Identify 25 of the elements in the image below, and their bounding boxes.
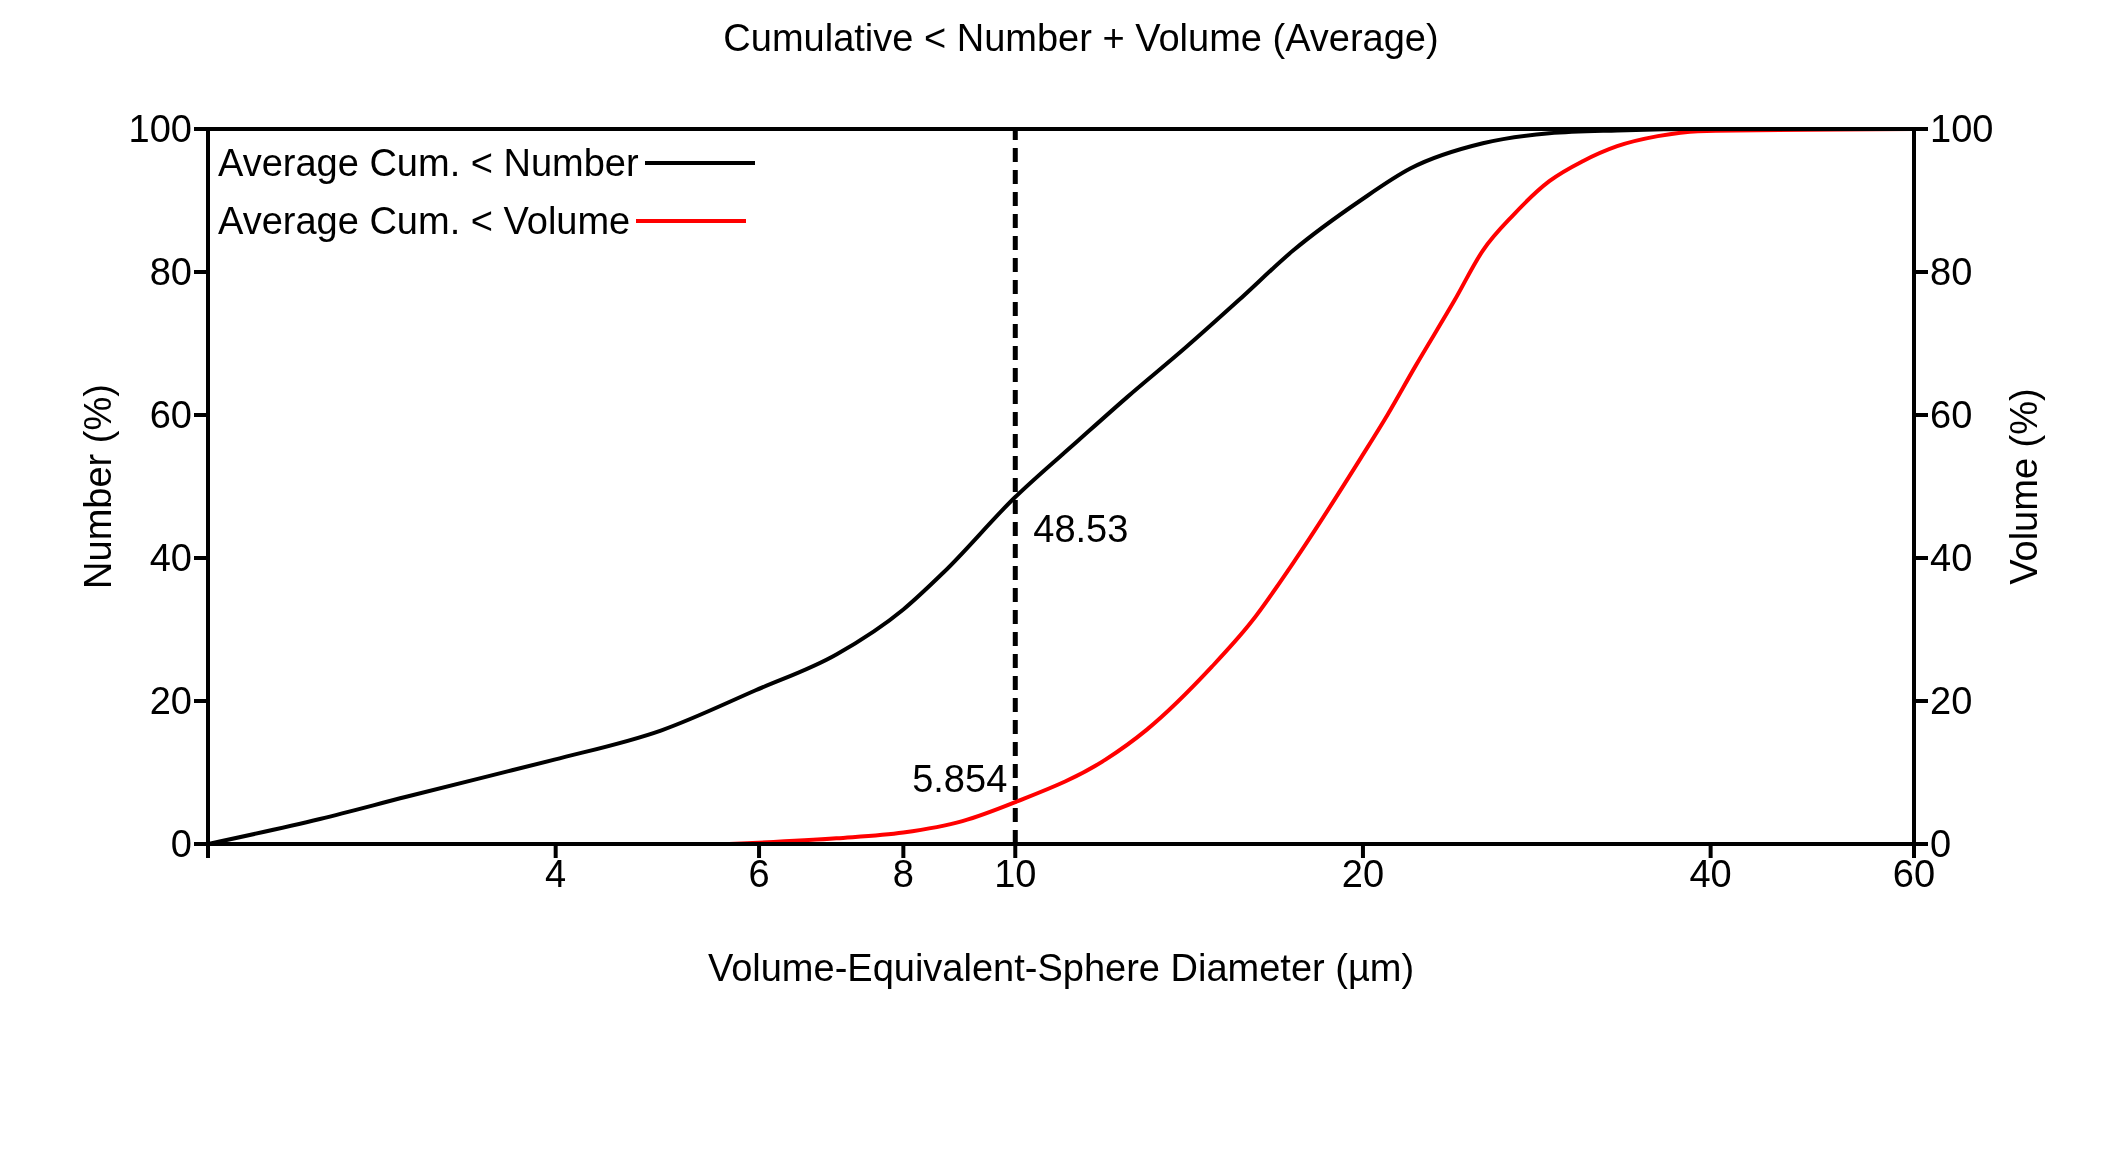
legend-label: Average Cum. < Number <box>218 141 639 186</box>
y-tick-label: 80 <box>149 251 192 294</box>
y-tick-label: 100 <box>128 108 192 151</box>
x-axis-title: Volume-Equivalent-Sphere Diameter (µm) <box>707 946 1415 989</box>
y-axis-title: Number (%) <box>77 384 120 589</box>
y2-tick-label: 60 <box>1930 394 1973 437</box>
chart-title: Cumulative < Number + Volume (Average) <box>722 16 1440 61</box>
y2-tick-label: 100 <box>1930 108 1994 151</box>
y-tick-label: 0 <box>170 823 192 866</box>
legend-label: Average Cum. < Volume <box>218 199 631 244</box>
x-tick-label: 20 <box>1341 852 1385 895</box>
y-tick-label: 20 <box>149 680 192 723</box>
x-tick-label: 10 <box>994 852 1037 895</box>
y-tick-label: 40 <box>149 537 192 580</box>
y2-tick-label: 40 <box>1930 537 1973 580</box>
x-tick-label: 40 <box>1689 852 1732 895</box>
y2-tick-label: 80 <box>1930 251 1973 294</box>
x-tick-label: 8 <box>892 852 914 895</box>
x-tick-label: 4 <box>545 852 567 895</box>
annotation: 5.854 <box>912 758 1008 801</box>
y2-axis-title: Volume (%) <box>2003 388 2046 585</box>
y2-tick-label: 20 <box>1930 680 1973 723</box>
x-tick-label: 6 <box>748 852 770 895</box>
annotation: 48.53 <box>1033 507 1129 550</box>
y-tick-label: 60 <box>149 394 192 437</box>
